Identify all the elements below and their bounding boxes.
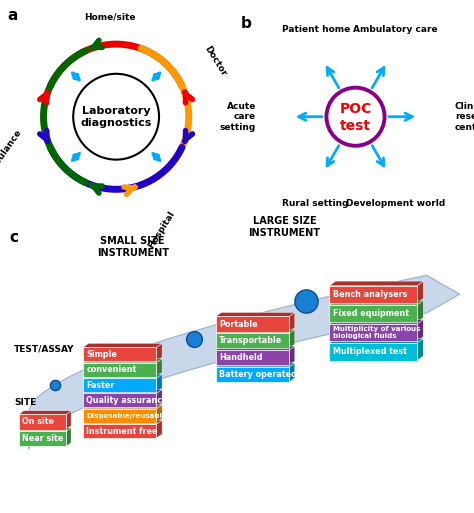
- Text: Quality assurance: Quality assurance: [86, 396, 168, 405]
- Text: Portable: Portable: [219, 320, 257, 328]
- Text: Development world: Development world: [346, 199, 445, 208]
- Polygon shape: [83, 359, 162, 363]
- FancyBboxPatch shape: [19, 415, 66, 429]
- FancyBboxPatch shape: [83, 409, 156, 423]
- FancyBboxPatch shape: [216, 367, 289, 382]
- Point: [51, 381, 58, 389]
- Polygon shape: [216, 346, 295, 350]
- Polygon shape: [216, 363, 295, 367]
- Text: Disposable/reusable: Disposable/reusable: [86, 413, 167, 419]
- Text: Bench analysers: Bench analysers: [333, 290, 407, 299]
- Polygon shape: [417, 320, 423, 342]
- Polygon shape: [66, 411, 71, 429]
- Polygon shape: [216, 329, 295, 333]
- Text: b: b: [241, 16, 252, 31]
- Text: Hospital: Hospital: [146, 209, 176, 250]
- Text: Transportable: Transportable: [219, 337, 282, 345]
- Polygon shape: [83, 374, 162, 378]
- Polygon shape: [28, 275, 460, 449]
- Polygon shape: [156, 343, 162, 361]
- Point: [302, 298, 310, 306]
- FancyBboxPatch shape: [216, 317, 289, 331]
- FancyBboxPatch shape: [329, 343, 417, 361]
- Text: Faster: Faster: [86, 381, 115, 389]
- FancyBboxPatch shape: [83, 363, 156, 377]
- Polygon shape: [156, 389, 162, 407]
- Text: SITE: SITE: [14, 399, 36, 407]
- FancyBboxPatch shape: [83, 347, 156, 361]
- Polygon shape: [216, 312, 295, 317]
- FancyBboxPatch shape: [83, 424, 156, 438]
- Text: TEST/ASSAY: TEST/ASSAY: [14, 345, 75, 354]
- Polygon shape: [83, 405, 162, 409]
- Text: Home/site: Home/site: [84, 13, 135, 22]
- Text: a: a: [7, 8, 18, 23]
- Polygon shape: [417, 339, 423, 361]
- Text: Near site: Near site: [22, 435, 64, 443]
- Text: Acute
care
setting: Acute care setting: [220, 102, 256, 132]
- Polygon shape: [289, 363, 295, 382]
- Polygon shape: [156, 405, 162, 423]
- Text: Multiplexed test: Multiplexed test: [333, 347, 407, 357]
- Text: SMALL SIZE
INSTRUMENT: SMALL SIZE INSTRUMENT: [97, 236, 169, 258]
- Point: [191, 335, 198, 343]
- Polygon shape: [289, 312, 295, 331]
- Text: Multiplicity of various
biological fluids: Multiplicity of various biological fluid…: [333, 326, 420, 339]
- Text: Handheld: Handheld: [219, 353, 263, 362]
- Text: Patient home: Patient home: [282, 25, 350, 34]
- FancyBboxPatch shape: [19, 431, 66, 446]
- Polygon shape: [289, 346, 295, 365]
- Polygon shape: [156, 374, 162, 392]
- Text: Rural setting: Rural setting: [283, 199, 349, 208]
- Polygon shape: [66, 427, 71, 446]
- FancyBboxPatch shape: [329, 305, 417, 322]
- Text: c: c: [9, 230, 18, 245]
- Text: Laboratory
diagnostics: Laboratory diagnostics: [81, 106, 152, 128]
- FancyBboxPatch shape: [83, 393, 156, 407]
- Polygon shape: [417, 281, 423, 303]
- FancyBboxPatch shape: [329, 286, 417, 303]
- Text: Clinical
research
centers: Clinical research centers: [455, 102, 474, 132]
- Polygon shape: [329, 281, 423, 286]
- Text: Battery operated: Battery operated: [219, 370, 297, 379]
- Text: Instrument free: Instrument free: [86, 427, 158, 436]
- Text: Doctor: Doctor: [203, 44, 228, 77]
- Polygon shape: [289, 329, 295, 348]
- Text: test: test: [340, 119, 371, 133]
- Text: Ambulance: Ambulance: [0, 128, 24, 180]
- Polygon shape: [329, 339, 423, 343]
- Text: On site: On site: [22, 418, 55, 426]
- Text: LARGE SIZE
INSTRUMENT: LARGE SIZE INSTRUMENT: [248, 216, 320, 238]
- Polygon shape: [19, 411, 71, 415]
- Text: POC: POC: [339, 102, 372, 116]
- Polygon shape: [83, 343, 162, 347]
- Polygon shape: [329, 320, 423, 324]
- Text: Simple: Simple: [86, 350, 117, 359]
- FancyBboxPatch shape: [216, 333, 289, 348]
- Polygon shape: [156, 359, 162, 377]
- Polygon shape: [156, 420, 162, 438]
- FancyBboxPatch shape: [83, 378, 156, 392]
- Text: Fixed equipment: Fixed equipment: [333, 309, 409, 318]
- Polygon shape: [83, 389, 162, 393]
- Text: Ambulatory care: Ambulatory care: [353, 25, 438, 34]
- FancyBboxPatch shape: [329, 324, 417, 342]
- Polygon shape: [329, 300, 423, 305]
- Polygon shape: [83, 420, 162, 424]
- Polygon shape: [19, 427, 71, 431]
- Polygon shape: [417, 300, 423, 322]
- FancyBboxPatch shape: [216, 350, 289, 365]
- Text: convenient: convenient: [86, 365, 137, 374]
